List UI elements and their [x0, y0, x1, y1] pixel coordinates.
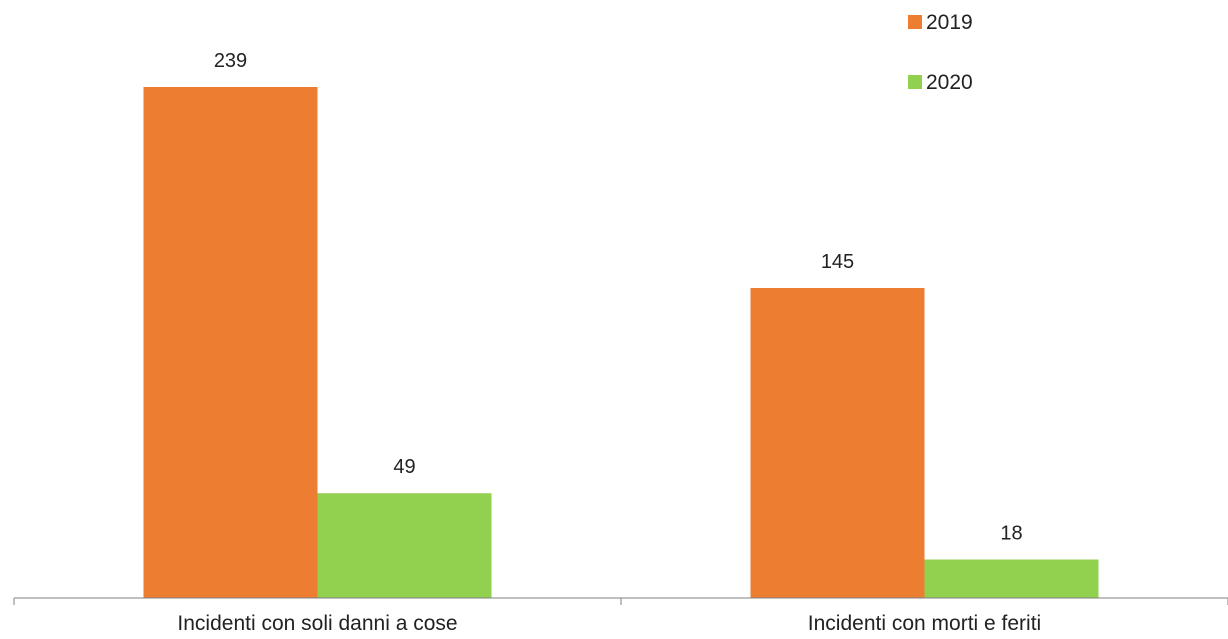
category-label-1: Incidenti con soli danni a cose: [177, 612, 457, 635]
bars-layer: [143, 87, 1099, 598]
category-label-2: Incidenti con morti e feriti: [808, 612, 1041, 635]
bar-2019-1: [143, 87, 318, 598]
legend-label-2020: 2020: [926, 71, 973, 94]
data-label-2019-1: 239: [214, 50, 247, 72]
data-label-2019-2: 145: [821, 251, 854, 273]
legend: 2019 2020: [908, 11, 973, 94]
legend-swatch-2019: [908, 15, 922, 29]
data-label-2020-2: 18: [1000, 523, 1022, 545]
legend-swatch-2020: [908, 75, 922, 89]
legend-label-2019: 2019: [926, 11, 973, 34]
bar-2019-2: [750, 287, 925, 598]
category-labels-layer: Incidenti con soli danni a cose Incidenti…: [177, 612, 1041, 635]
data-label-2020-1: 49: [393, 456, 415, 478]
bar-2020-2: [924, 559, 1099, 598]
bar-2020-1: [317, 493, 492, 598]
x-axis-ticks: [13, 598, 1228, 605]
value-labels-layer: 239 49 145 18: [214, 50, 1023, 545]
